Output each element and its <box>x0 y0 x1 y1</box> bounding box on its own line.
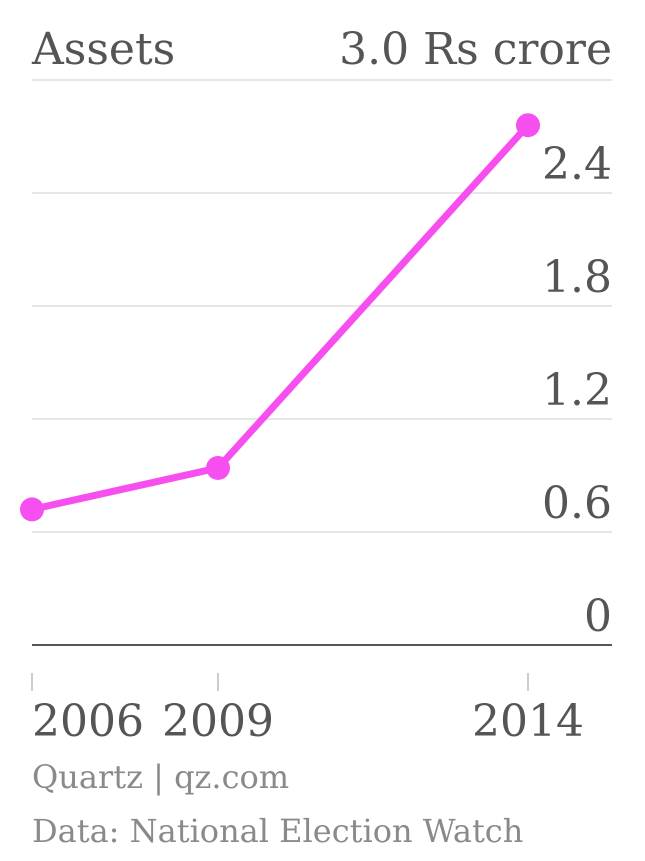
y-tick-label: 0.6 <box>542 478 612 529</box>
x-tick-label: 2006 <box>32 696 144 747</box>
series-line <box>28 121 532 513</box>
y-tick-label: 1.8 <box>542 252 612 303</box>
y-tick-label: 1.2 <box>542 365 612 416</box>
data-point <box>20 497 44 522</box>
data-credit: Data: National Election Watch <box>32 812 524 850</box>
data-point <box>516 113 540 138</box>
x-tick-label: 2009 <box>162 696 274 747</box>
source-credit: Quartz | qz.com <box>32 758 290 796</box>
y-tick-label: 0 <box>584 591 612 642</box>
top-tick-label: 3.0 Rs crore <box>339 24 612 75</box>
x-tick-label: 2014 <box>472 696 584 747</box>
chart-title: Assets <box>32 24 176 75</box>
y-tick-label: 2.4 <box>542 139 612 190</box>
data-point <box>206 455 230 480</box>
